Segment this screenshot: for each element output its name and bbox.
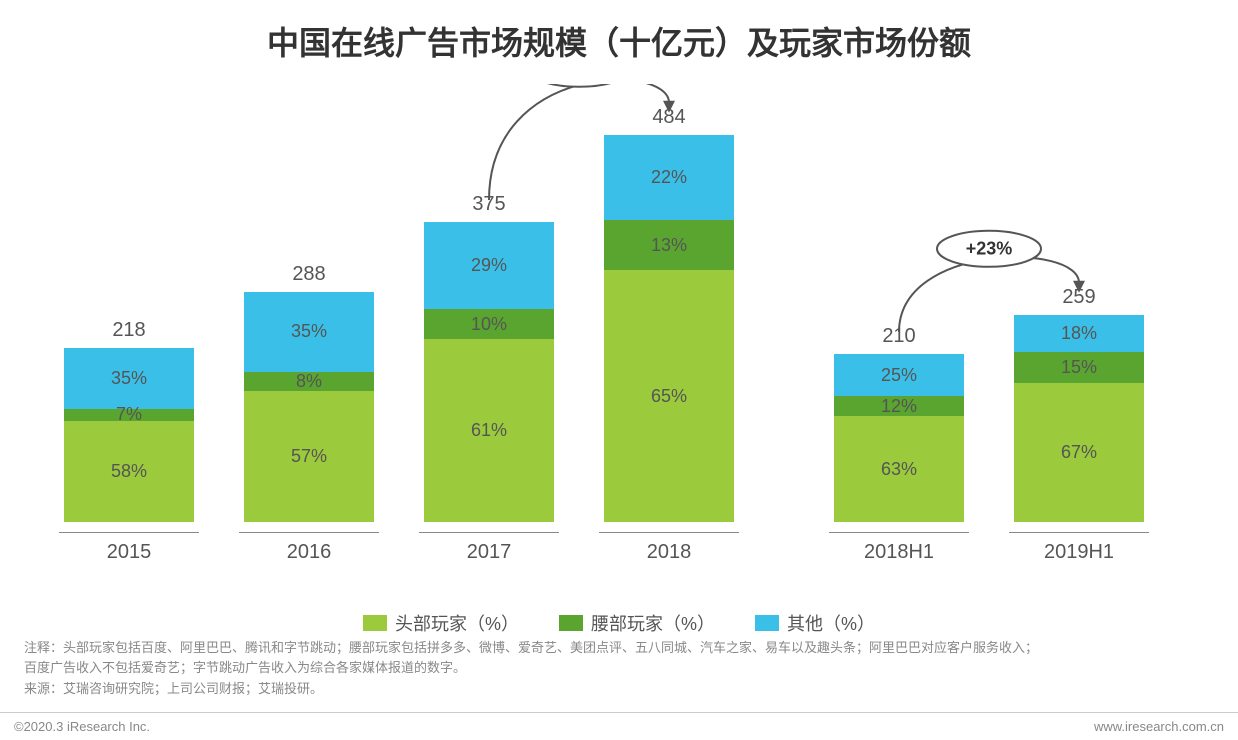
bar-segment-waist: 12% [834,396,964,416]
bar-total-label: 210 [882,325,915,348]
x-axis-category: 2019H1 [1009,532,1149,564]
legend-item: 其他（%） [755,610,875,636]
bar-stack: 67% 15% 18% [1014,315,1144,522]
bar-total-label: 218 [112,319,145,342]
bar-group: 218 58% 7% 35% 2015 288 57% 8% 35% 2016 375 61% 10% 2… [59,106,739,564]
segment-pct-label: 25% [881,365,917,386]
bar-segment-other: 35% [64,348,194,409]
x-axis-category: 2017 [419,532,559,564]
bar-segment-other: 18% [1014,315,1144,352]
bar-column: 218 58% 7% 35% 2015 [59,319,199,564]
bar-stack: 65% 13% 22% [604,135,734,522]
segment-pct-label: 15% [1061,357,1097,378]
segment-pct-label: 18% [1061,323,1097,344]
segment-pct-label: 65% [651,386,687,407]
footnotes: 注释：头部玩家包括百度、阿里巴巴、腾讯和字节跳动；腰部玩家包括拼多多、微博、爱奇… [24,638,1214,700]
x-axis-category: 2015 [59,532,199,564]
legend-item: 腰部玩家（%） [559,610,715,636]
bar-stack: 57% 8% 35% [244,292,374,522]
copyright: ©2020.3 iResearch Inc. [14,719,150,734]
legend-swatch [363,615,387,631]
bar-segment-other: 29% [424,222,554,309]
bar-segment-other: 22% [604,135,734,220]
bar-segment-waist: 13% [604,220,734,270]
bar-segment-other: 35% [244,292,374,373]
bar-column: 288 57% 8% 35% 2016 [239,263,379,564]
x-axis-category: 2016 [239,532,379,564]
legend-swatch [755,615,779,631]
footer: ©2020.3 iResearch Inc. www.iresearch.com… [0,712,1238,740]
segment-pct-label: 67% [1061,442,1097,463]
source-url: www.iresearch.com.cn [1094,719,1224,734]
legend: 头部玩家（%） 腰部玩家（%） 其他（%） [0,610,1238,636]
bar-stack: 61% 10% 29% [424,222,554,522]
bar-stack: 63% 12% 25% [834,354,964,522]
segment-pct-label: 8% [296,371,322,392]
bar-segment-other: 25% [834,354,964,396]
segment-pct-label: 10% [471,314,507,335]
bar-group: 210 63% 12% 25% 2018H1 259 67% 15% 18% 2019H1 [829,286,1149,564]
segment-pct-label: 13% [651,235,687,256]
segment-pct-label: 22% [651,167,687,188]
bar-segment-waist: 8% [244,372,374,390]
bar-segment-head: 63% [834,416,964,522]
segment-pct-label: 12% [881,396,917,417]
bar-segment-waist: 10% [424,309,554,339]
bar-total-label: 484 [652,106,685,129]
bar-segment-head: 61% [424,339,554,522]
bar-column: 375 61% 10% 29% 2017 [419,193,559,564]
bar-segment-head: 58% [64,421,194,522]
segment-pct-label: 35% [291,321,327,342]
legend-label: 腰部玩家（%） [591,610,715,636]
segment-pct-label: 58% [111,461,147,482]
segment-pct-label: 61% [471,420,507,441]
bar-total-label: 288 [292,263,325,286]
bar-column: 259 67% 15% 18% 2019H1 [1009,286,1149,564]
chart-area: +29%+23% 21858%7%35%201528857%8%35%20163… [29,84,1209,604]
legend-swatch [559,615,583,631]
bar-stack: 58% 7% 35% [64,348,194,522]
segment-pct-label: 29% [471,255,507,276]
footnote-line: 注释：头部玩家包括百度、阿里巴巴、腾讯和字节跳动；腰部玩家包括拼多多、微博、爱奇… [24,638,1214,659]
bar-segment-head: 65% [604,270,734,522]
bar-total-label: 259 [1062,286,1095,309]
bar-total-label: 375 [472,193,505,216]
legend-label: 头部玩家（%） [395,610,519,636]
bar-segment-waist: 7% [64,409,194,421]
segment-pct-label: 35% [111,368,147,389]
segment-pct-label: 57% [291,446,327,467]
footnote-line: 百度广告收入不包括爱奇艺；字节跳动广告收入为综合各家媒体报道的数字。 [24,658,1214,679]
bar-column: 210 63% 12% 25% 2018H1 [829,325,969,564]
segment-pct-label: 63% [881,459,917,480]
bar-segment-waist: 15% [1014,352,1144,383]
bar-column: 484 65% 13% 22% 2018 [599,106,739,564]
bar-segment-head: 67% [1014,383,1144,522]
legend-label: 其他（%） [787,610,875,636]
bars-row: 218 58% 7% 35% 2015 288 57% 8% 35% 2016 375 61% 10% 2… [29,106,1209,564]
x-axis-category: 2018 [599,532,739,564]
x-axis-category: 2018H1 [829,532,969,564]
footnote-source: 来源：艾瑞咨询研究院；上司公司财报；艾瑞投研。 [24,679,1214,700]
legend-item: 头部玩家（%） [363,610,519,636]
bar-segment-head: 57% [244,391,374,522]
chart-title: 中国在线广告市场规模（十亿元）及玩家市场份额 [0,0,1238,64]
